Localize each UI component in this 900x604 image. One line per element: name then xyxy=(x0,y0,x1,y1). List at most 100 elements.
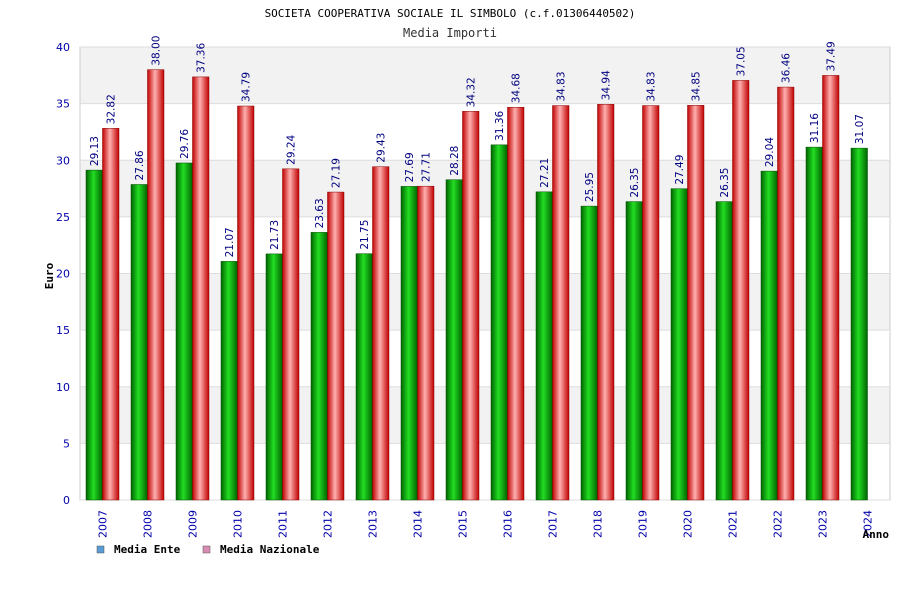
x-tick-label: 2010 xyxy=(232,510,245,538)
data-label: 36.46 xyxy=(781,53,793,83)
legend: Media Ente Media Nazionale xyxy=(96,543,320,556)
bar-media-nazionale-2018 xyxy=(597,104,615,501)
bar-media-nazionale-2020 xyxy=(687,105,705,501)
data-label: 29.04 xyxy=(764,137,776,167)
bar-media-ente-2016 xyxy=(490,144,508,501)
data-label: 27.49 xyxy=(674,155,686,185)
data-label: 31.36 xyxy=(494,110,506,140)
bar-media-ente-2018 xyxy=(580,205,598,501)
bar-media-nazionale-2009 xyxy=(192,76,210,501)
data-label: 21.07 xyxy=(224,227,236,257)
data-label: 29.43 xyxy=(376,133,388,163)
bar-media-ente-2014 xyxy=(400,186,418,501)
bar-media-nazionale-2007 xyxy=(102,128,120,501)
bar-media-nazionale-2023 xyxy=(822,75,840,501)
plot-band xyxy=(80,443,890,500)
data-label: 27.21 xyxy=(539,158,551,188)
y-tick-label: 35 xyxy=(56,98,70,111)
data-label: 34.85 xyxy=(691,71,703,101)
x-tick-label: 2017 xyxy=(547,510,560,538)
legend-label-media-ente: Media Ente xyxy=(114,543,181,556)
x-tick-label: 2021 xyxy=(727,510,740,538)
bar-media-nazionale-2019 xyxy=(642,105,660,501)
x-tick-label: 2015 xyxy=(457,510,470,538)
data-label: 21.73 xyxy=(269,220,281,250)
chart-title: SOCIETA COOPERATIVA SOCIALE IL SIMBOLO (… xyxy=(265,7,636,20)
x-axis-ticks: 2007 2008 2009 2010 2011 2012 2013 2014 2015 2016… xyxy=(97,510,875,538)
data-label: 28.28 xyxy=(449,146,461,176)
y-tick-label: 30 xyxy=(56,154,70,167)
bar-media-ente-2020 xyxy=(670,188,688,501)
y-tick-label: 5 xyxy=(63,437,70,450)
data-label: 29.24 xyxy=(286,134,298,164)
bar-media-ente-2009 xyxy=(175,162,193,501)
plot-band xyxy=(80,103,890,161)
chart-subtitle: Media Importi xyxy=(403,26,497,40)
data-label: 37.36 xyxy=(196,43,208,73)
y-axis-ticks: 0 5 10 15 20 25 30 35 40 xyxy=(56,41,70,507)
bar-media-ente-2007 xyxy=(85,169,103,501)
x-tick-label: 2020 xyxy=(682,510,695,538)
grid-lines xyxy=(80,46,890,501)
y-tick-label: 0 xyxy=(63,494,70,507)
bar-media-nazionale-2015 xyxy=(462,111,480,501)
legend-swatch-media-nazionale xyxy=(202,545,211,554)
bars-group: 29.13 27.86 29.76 21.07 21.73 23.63 21.75 27.69… xyxy=(85,36,868,501)
bar-media-nazionale-2022 xyxy=(777,86,795,501)
data-label: 27.19 xyxy=(331,158,343,188)
x-tick-label: 2014 xyxy=(412,510,425,538)
y-tick-label: 20 xyxy=(56,268,70,281)
x-tick-label: 2018 xyxy=(592,510,605,538)
data-label: 27.86 xyxy=(134,150,146,180)
bar-media-ente-2012 xyxy=(310,232,328,501)
bar-media-nazionale-2011 xyxy=(282,168,300,501)
plot-band xyxy=(80,160,890,217)
data-label: 27.69 xyxy=(404,152,416,182)
bar-media-ente-2011 xyxy=(265,253,283,501)
data-label: 34.83 xyxy=(646,71,658,101)
data-label: 21.75 xyxy=(359,220,371,250)
bar-media-ente-2019 xyxy=(625,201,643,501)
plot-band xyxy=(80,216,890,274)
data-label: 34.83 xyxy=(556,71,568,101)
bar-media-ente-2013 xyxy=(355,253,373,501)
bar-media-nazionale-2017 xyxy=(552,105,570,501)
data-label: 34.68 xyxy=(511,73,523,103)
data-label: 23.63 xyxy=(314,198,326,228)
plot-band xyxy=(80,47,890,104)
data-label: 26.35 xyxy=(629,168,641,198)
bar-media-ente-2023 xyxy=(805,146,823,501)
y-tick-label: 40 xyxy=(56,41,70,54)
y-tick-label: 25 xyxy=(56,211,70,224)
data-label: 26.35 xyxy=(719,168,731,198)
bar-media-ente-2017 xyxy=(535,191,553,501)
x-tick-label: 2016 xyxy=(502,510,515,538)
bar-media-nazionale-2013 xyxy=(372,166,390,501)
data-label: 31.07 xyxy=(854,114,866,144)
x-tick-label: 2007 xyxy=(97,510,110,538)
bar-media-ente-2015 xyxy=(445,179,463,501)
bar-media-nazionale-2014 xyxy=(417,185,435,501)
y-axis-label: Euro xyxy=(43,262,56,289)
bar-media-ente-2022 xyxy=(760,170,778,501)
data-label: 27.71 xyxy=(421,152,433,182)
bar-media-nazionale-2021 xyxy=(732,80,750,501)
data-label: 32.82 xyxy=(106,94,118,124)
data-label: 37.49 xyxy=(826,41,838,71)
x-tick-label: 2013 xyxy=(367,510,380,538)
legend-swatch-media-ente xyxy=(96,545,105,554)
data-label: 38.00 xyxy=(151,36,163,66)
x-axis-label: Anno xyxy=(863,528,890,541)
x-tick-label: 2023 xyxy=(817,510,830,538)
legend-label-media-nazionale: Media Nazionale xyxy=(220,543,320,556)
bar-media-ente-2010 xyxy=(220,261,238,501)
x-tick-label: 2019 xyxy=(637,510,650,538)
x-tick-label: 2024 xyxy=(862,510,875,538)
x-tick-label: 2011 xyxy=(277,510,290,538)
x-tick-label: 2008 xyxy=(142,510,155,538)
bar-media-ente-2021 xyxy=(715,201,733,501)
data-label: 25.95 xyxy=(584,172,596,202)
data-label: 31.16 xyxy=(809,113,821,143)
